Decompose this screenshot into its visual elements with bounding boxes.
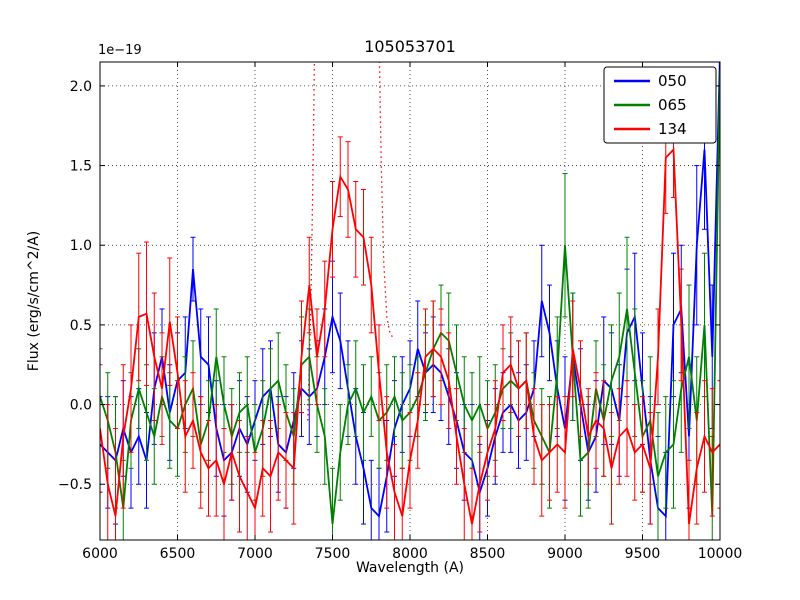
x-tick-label: 8500 xyxy=(470,546,506,562)
x-axis-label: Wavelength (A) xyxy=(356,560,464,576)
y-tick-label: 0.5 xyxy=(70,318,92,334)
y-offset-label: 1e−19 xyxy=(98,43,142,58)
y-tick-label: 1.0 xyxy=(70,238,92,254)
legend-label-134: 134 xyxy=(658,120,687,138)
y-tick-label: 2.0 xyxy=(70,79,92,95)
x-tick-label: 7000 xyxy=(237,546,273,562)
ticks xyxy=(99,62,721,540)
series-layer xyxy=(100,62,720,540)
x-tick-label: 8000 xyxy=(392,546,428,562)
plot-dynamic-content: 6000 6500 7000 7500 8000 8500 9000 9500 10000 −0.… xyxy=(58,61,742,562)
legend-label-065: 065 xyxy=(658,96,687,114)
x-tick-label: 6000 xyxy=(82,546,118,562)
y-tick-label: 0.0 xyxy=(70,398,92,414)
y-tick-label: 1.5 xyxy=(70,159,92,175)
overlay-dotted-134-dotted-profile xyxy=(307,62,394,421)
chart-title: 105053701 xyxy=(364,37,456,56)
x-tick-label: 7500 xyxy=(315,546,351,562)
x-tick-label: 9000 xyxy=(547,546,583,562)
series-134 xyxy=(100,101,720,540)
x-tick-label: 9500 xyxy=(625,546,661,562)
legend: 050 065 134 xyxy=(603,66,717,144)
line-134 xyxy=(100,147,720,525)
y-axis-label: Flux (erg/s/cm^2/A) xyxy=(26,231,42,371)
tick-labels: 6000 6500 7000 7500 8000 8500 9000 9500 10000 −0.… xyxy=(58,79,742,562)
x-tick-label: 10000 xyxy=(698,546,743,562)
y-tick-label: −0.5 xyxy=(58,477,92,493)
legend-box xyxy=(603,66,717,144)
legend-label-050: 050 xyxy=(658,72,687,90)
x-tick-label: 6500 xyxy=(160,546,196,562)
